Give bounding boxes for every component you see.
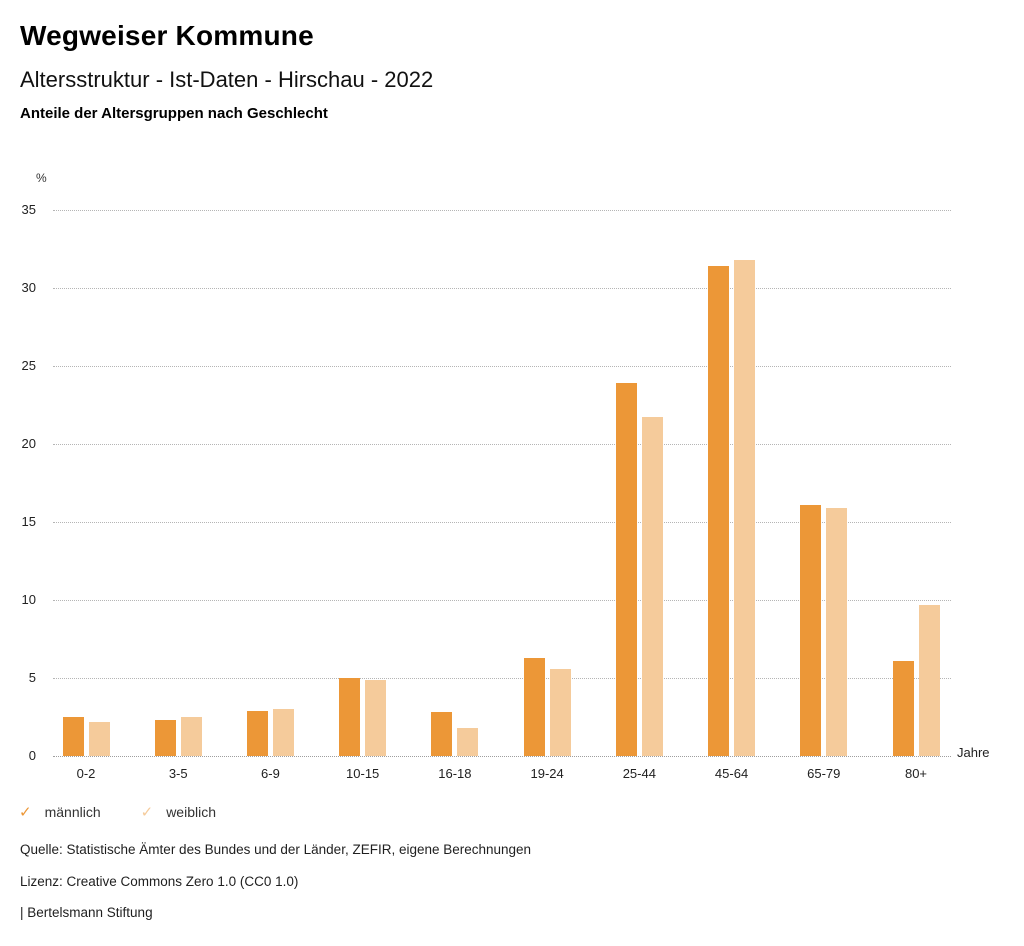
- gridline-0: [53, 756, 951, 757]
- bar-männlich-6-9[interactable]: [246, 710, 268, 756]
- x-axis-label-45-64: 45-64: [714, 766, 749, 781]
- bar-männlich-45-64[interactable]: [708, 266, 730, 756]
- y-axis-tick-15: 15: [21, 514, 36, 529]
- bar-weiblich-16-18[interactable]: [457, 727, 479, 756]
- y-axis-tick-5: 5: [28, 670, 36, 685]
- y-axis-tick-30: 30: [21, 280, 36, 295]
- x-axis-label-0-2: 0-2: [76, 766, 96, 781]
- y-axis-unit-label: %: [36, 171, 47, 185]
- bar-weiblich-10-15[interactable]: [365, 679, 387, 756]
- bar-weiblich-3-5[interactable]: [180, 717, 202, 756]
- bar-weiblich-65-79[interactable]: [826, 507, 848, 756]
- x-axis-label-10-15: 10-15: [346, 766, 380, 781]
- x-axis-label-80+: 80+: [904, 766, 928, 781]
- bar-weiblich-25-44[interactable]: [641, 417, 663, 756]
- legend-label-maennlich: männlich: [44, 804, 101, 820]
- license-text: Lizenz: Creative Commons Zero 1.0 (CC0 1…: [20, 874, 299, 889]
- bar-weiblich-6-9[interactable]: [272, 709, 294, 756]
- x-axis-title: Jahre: [957, 745, 990, 760]
- bar-männlich-3-5[interactable]: [154, 720, 176, 756]
- source-text: Quelle: Statistische Ämter des Bundes un…: [20, 842, 532, 857]
- bar-männlich-80+[interactable]: [892, 660, 914, 756]
- gridline-15: [53, 522, 951, 523]
- legend-label-weiblich: weiblich: [166, 804, 216, 820]
- bar-männlich-10-15[interactable]: [339, 678, 361, 756]
- y-axis-tick-20: 20: [21, 436, 36, 451]
- x-axis-label-65-79: 65-79: [807, 766, 841, 781]
- y-axis-tick-10: 10: [21, 592, 36, 607]
- legend-item-maennlich[interactable]: ✓ männlich: [19, 804, 101, 820]
- page-title: Wegweiser Kommune: [20, 20, 314, 51]
- gridline-25: [53, 366, 951, 367]
- gridline-5: [53, 678, 951, 679]
- legend-item-weiblich[interactable]: ✓ weiblich: [141, 804, 216, 820]
- gridline-30: [53, 288, 951, 289]
- check-icon: ✓: [19, 803, 32, 821]
- y-axis-tick-35: 35: [21, 202, 36, 217]
- x-axis-label-3-5: 3-5: [168, 766, 188, 781]
- bar-männlich-19-24[interactable]: [523, 657, 545, 756]
- chart-subtitle: Altersstruktur - Ist-Daten - Hirschau - …: [20, 67, 434, 92]
- gridline-10: [53, 600, 951, 601]
- bar-weiblich-80+[interactable]: [918, 604, 940, 756]
- gridline-20: [53, 444, 951, 445]
- bar-weiblich-0-2[interactable]: [88, 721, 110, 756]
- check-icon: ✓: [140, 803, 154, 821]
- x-axis-label-19-24: 19-24: [530, 766, 564, 781]
- x-axis-label-16-18: 16-18: [438, 766, 472, 781]
- gridline-35: [53, 210, 951, 211]
- x-axis-label-6-9: 6-9: [261, 766, 280, 781]
- y-axis-tick-25: 25: [21, 358, 36, 373]
- bar-männlich-16-18[interactable]: [431, 712, 453, 756]
- x-axis-label-25-44: 25-44: [622, 766, 656, 781]
- legend: ✓ männlich ✓ weiblich: [19, 804, 256, 820]
- bar-männlich-25-44[interactable]: [615, 383, 637, 756]
- bar-weiblich-19-24[interactable]: [549, 668, 571, 756]
- bar-männlich-0-2[interactable]: [62, 717, 84, 756]
- bar-männlich-65-79[interactable]: [800, 504, 822, 756]
- y-axis-tick-0: 0: [28, 748, 36, 763]
- chart-caption: Anteile der Altersgruppen nach Geschlech…: [20, 105, 328, 122]
- brand-text: | Bertelsmann Stiftung: [20, 905, 153, 920]
- bar-weiblich-45-64[interactable]: [734, 259, 756, 756]
